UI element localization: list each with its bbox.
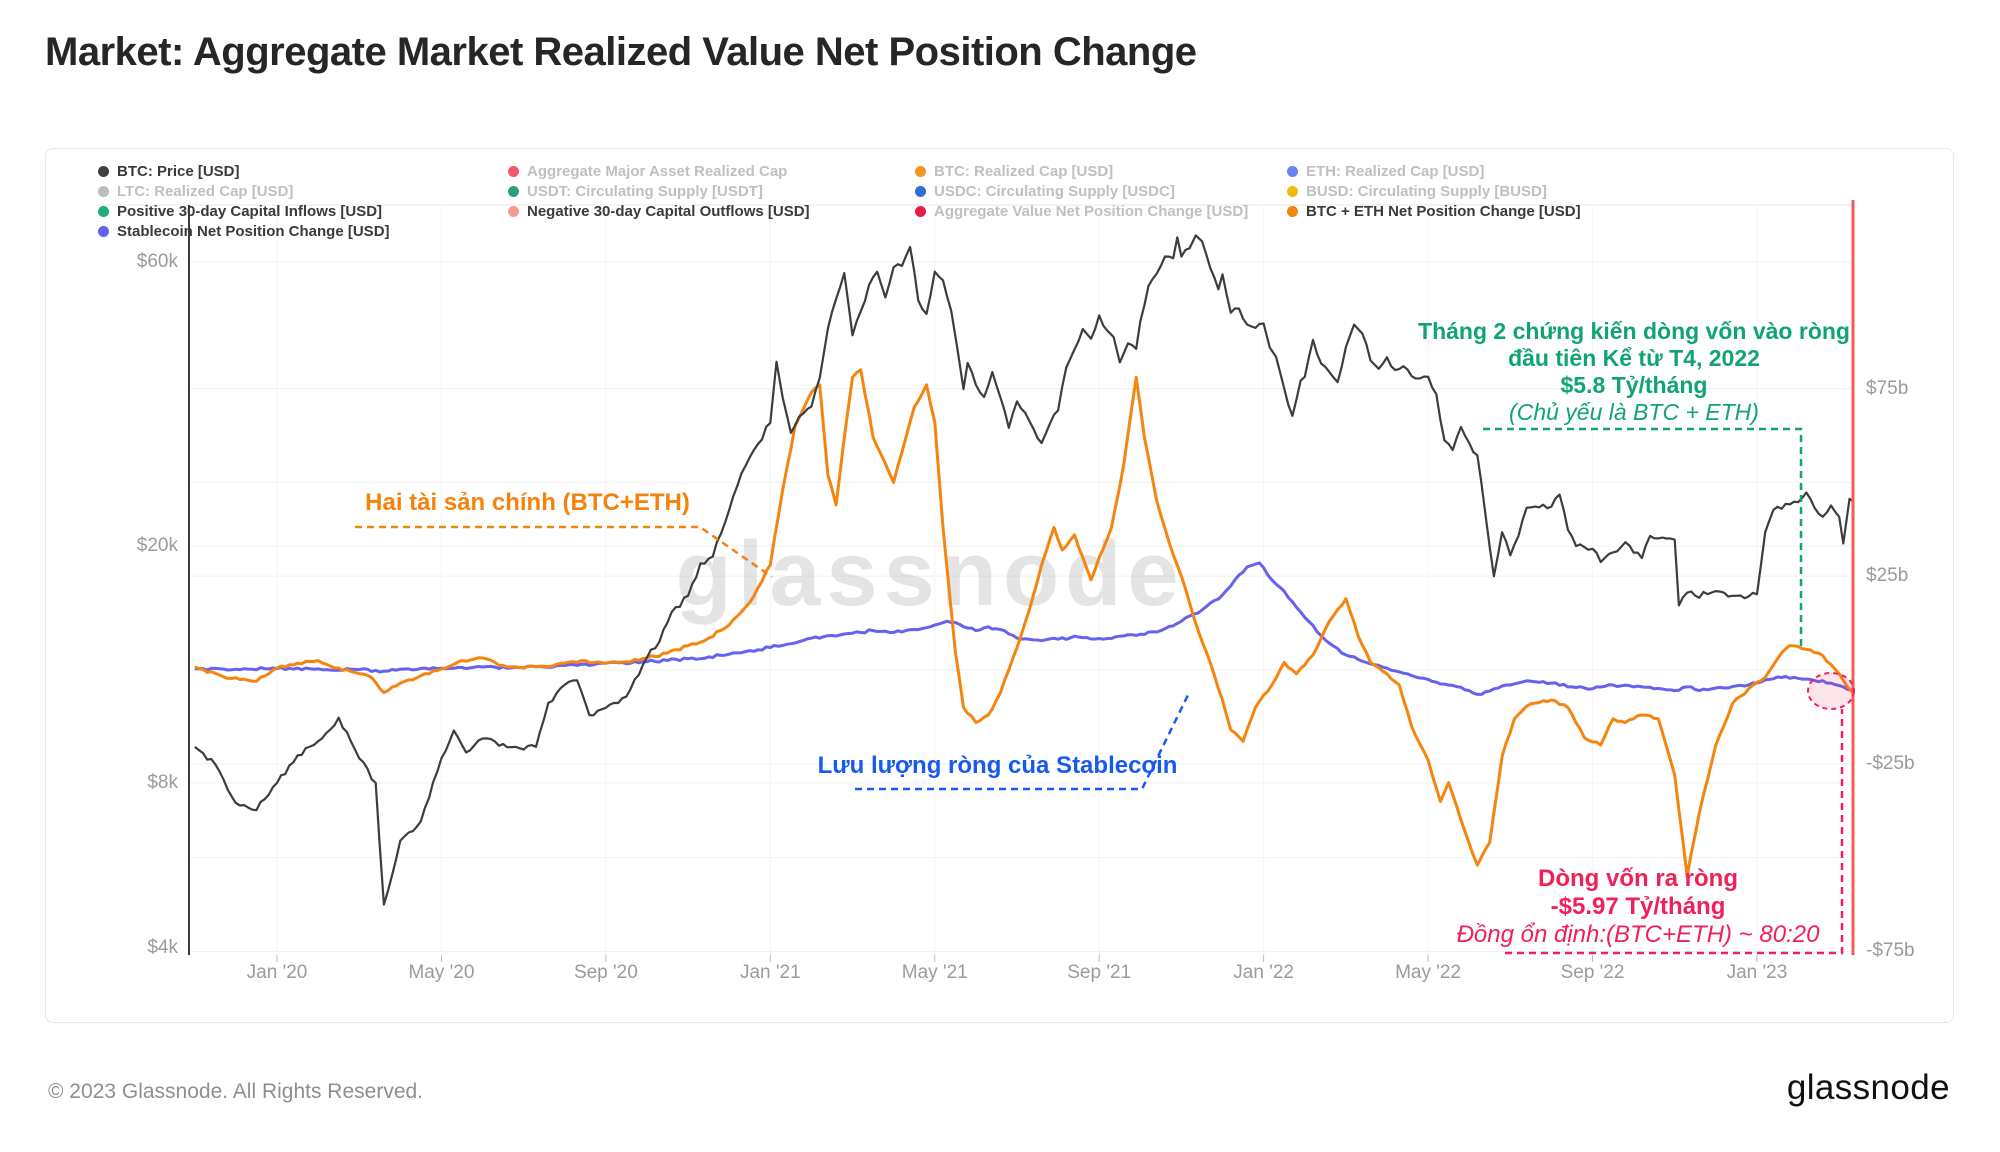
x-axis-label: Sep '22 (1560, 962, 1625, 983)
legend-dot-icon (508, 166, 519, 177)
legend-dot-icon (508, 206, 519, 217)
legend-label: BTC: Price [USD] (117, 163, 240, 180)
x-axis-label: May '21 (901, 962, 968, 983)
annotation-line: $5.8 Tỷ/tháng (1560, 372, 1708, 398)
legend-item-8[interactable]: USDC: Circulating Supply [USDC] (915, 183, 1175, 200)
y-axis-label-right: -$25b (1866, 752, 1915, 774)
legend-item-4[interactable]: Aggregate Major Asset Realized Cap (508, 163, 787, 180)
annotation-main-assets: Hai tài sản chính (BTC+ETH) (365, 489, 690, 516)
legend-dot-icon (1287, 206, 1298, 217)
annotation-net-outflow: Dòng vốn ra ròng -$5.97 Tỷ/tháng Đồng ổn đ… (1440, 865, 1836, 949)
legend-label: BUSD: Circulating Supply [BUSD] (1306, 183, 1547, 200)
annotation-line: (Chủ yếu là BTC + ETH) (1509, 399, 1759, 425)
legend-item-6[interactable]: Negative 30-day Capital Outflows [USD] (508, 203, 810, 220)
y-axis-label-right: -$75b (1866, 940, 1915, 962)
legend-item-7[interactable]: BTC: Realized Cap [USD] (915, 163, 1113, 180)
legend-item-1[interactable]: LTC: Realized Cap [USD] (98, 183, 293, 200)
btc-eth-net-position-line (194, 368, 1854, 878)
footer-copyright: © 2023 Glassnode. All Rights Reserved. (48, 1080, 424, 1103)
endpoint-highlight-ellipse (1807, 672, 1855, 710)
legend-dot-icon (915, 206, 926, 217)
legend-dot-icon (98, 206, 109, 217)
annotation-feb-net-inflow: Tháng 2 chứng kiến dòng vốn vào ròng đầu … (1408, 318, 1860, 426)
stablecoin-net-position-line (194, 561, 1854, 696)
chart-card (45, 148, 1954, 1023)
legend-label: BTC: Realized Cap [USD] (934, 163, 1114, 180)
legend-item-0[interactable]: BTC: Price [USD] (98, 163, 240, 180)
legend-label: Stablecoin Net Position Change [USD] (117, 223, 390, 240)
legend-dot-icon (1287, 186, 1298, 197)
net-outflow-connector (1505, 709, 1844, 955)
legend-item-3[interactable]: Stablecoin Net Position Change [USD] (98, 223, 390, 240)
legend-dot-icon (915, 186, 926, 197)
legend-dot-icon (915, 166, 926, 177)
legend-label: LTC: Realized Cap [USD] (117, 183, 294, 200)
legend-label: USDC: Circulating Supply [USDC] (934, 183, 1175, 200)
legend-item-12[interactable]: BTC + ETH Net Position Change [USD] (1287, 203, 1581, 220)
y-axis-label-left: $60k (136, 251, 178, 273)
legend-label: Aggregate Major Asset Realized Cap (527, 163, 788, 180)
legend-item-9[interactable]: Aggregate Value Net Position Change [USD… (915, 203, 1248, 220)
y-axis-label-left: $20k (136, 535, 178, 557)
annotation-line: Dòng vốn ra ròng (1538, 865, 1738, 892)
page-title: Market: Aggregate Market Realized Value … (45, 30, 1197, 74)
x-axis-label: Jan '22 (1233, 962, 1294, 983)
y-axis-label-left: $4k (147, 937, 178, 958)
legend-label: Aggregate Value Net Position Change [USD… (934, 203, 1249, 220)
x-axis-label: May '22 (1395, 962, 1462, 983)
legend-item-10[interactable]: ETH: Realized Cap [USD] (1287, 163, 1484, 180)
legend-label: Negative 30-day Capital Outflows [USD] (527, 203, 810, 220)
annotation-line: đầu tiên Kể từ T4, 2022 (1508, 345, 1760, 371)
x-axis-label: Sep '20 (573, 962, 638, 983)
x-axis-label: May '20 (408, 962, 475, 983)
legend-item-5[interactable]: USDT: Circulating Supply [USDT] (508, 183, 763, 200)
main-assets-connector (355, 525, 773, 579)
annotation-line: Tháng 2 chứng kiến dòng vốn vào ròng (1418, 318, 1850, 344)
legend-item-11[interactable]: BUSD: Circulating Supply [BUSD] (1287, 183, 1547, 200)
y-axis-label-left: $8k (147, 771, 178, 793)
feb-inflow-connector (1483, 427, 1803, 648)
annotation-line: -$5.97 Tỷ/tháng (1550, 893, 1726, 920)
legend-item-2[interactable]: Positive 30-day Capital Inflows [USD] (98, 203, 382, 220)
glassnode-logo: glassnode (1786, 1068, 1950, 1107)
annotation-line: Đồng ổn định:(BTC+ETH) ~ 80:20 (1456, 921, 1820, 948)
y-axis-label-right: $75b (1866, 377, 1909, 399)
legend-label: USDT: Circulating Supply [USDT] (527, 183, 763, 200)
legend-dot-icon (98, 186, 109, 197)
legend-label: Positive 30-day Capital Inflows [USD] (117, 203, 383, 220)
y-axis-label-right: $25b (1866, 565, 1909, 587)
x-axis-label: Jan '21 (739, 962, 801, 983)
x-axis-label: Jan '23 (1726, 962, 1788, 983)
x-axis-label: Sep '21 (1067, 962, 1132, 983)
x-axis-label: Jan '20 (246, 962, 308, 983)
legend-dot-icon (508, 186, 519, 197)
legend-dot-icon (98, 226, 109, 237)
annotation-stablecoin-flow: Lưu lượng ròng của Stablecoin (817, 752, 1178, 779)
legend-label: ETH: Realized Cap [USD] (1306, 163, 1485, 180)
legend-label: BTC + ETH Net Position Change [USD] (1306, 203, 1581, 220)
legend-dot-icon (98, 166, 109, 177)
btc-price-line (194, 234, 1854, 906)
legend-dot-icon (1287, 166, 1298, 177)
